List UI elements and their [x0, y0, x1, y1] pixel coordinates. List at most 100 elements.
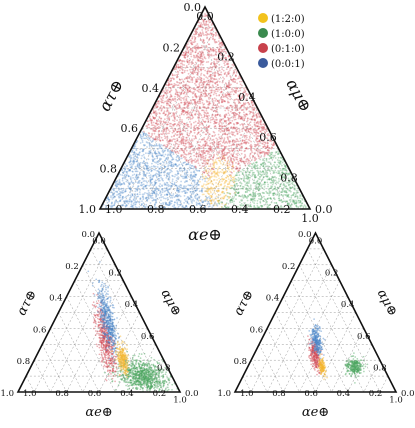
data-point: [167, 165, 170, 168]
data-point: [141, 141, 144, 144]
data-point: [138, 152, 141, 154]
data-point: [156, 106, 158, 109]
data-point: [195, 44, 198, 47]
data-point: [199, 87, 202, 89]
data-point: [205, 109, 208, 112]
data-point: [170, 78, 173, 80]
data-point: [129, 177, 132, 180]
data-point: [252, 154, 255, 157]
data-point: [229, 104, 232, 107]
data-point: [235, 71, 238, 74]
data-point: [139, 142, 142, 144]
data-point: [223, 182, 226, 185]
data-point: [203, 78, 205, 80]
data-point: [200, 158, 203, 161]
data-point: [256, 199, 259, 202]
data-point: [200, 74, 202, 76]
data-point: [208, 165, 210, 168]
data-point: [194, 93, 197, 96]
data-point: [198, 169, 201, 172]
data-point: [205, 85, 207, 88]
data-point: [209, 36, 212, 39]
data-point: [198, 196, 200, 199]
data-point: [234, 134, 236, 137]
data-point: [176, 84, 179, 87]
data-point: [169, 196, 172, 199]
data-point: [227, 160, 230, 162]
data-point: [167, 123, 169, 126]
points: [101, 8, 310, 210]
data-point: [212, 179, 215, 181]
data-point: [225, 113, 228, 116]
data-point: [155, 196, 157, 198]
data-point: [122, 204, 125, 207]
data-point: [234, 78, 237, 81]
data-point: [257, 142, 259, 145]
data-point: [134, 181, 137, 184]
data-point: [171, 196, 174, 199]
data-point: [225, 85, 228, 87]
data-point: [146, 125, 149, 127]
data-point: [216, 138, 219, 141]
data-point: [169, 164, 171, 167]
data-point: [117, 195, 120, 198]
data-point: [233, 111, 236, 114]
data-point: [176, 139, 179, 142]
data-point: [225, 176, 228, 179]
data-point: [222, 69, 225, 72]
data-point: [263, 173, 266, 175]
data-point: [270, 177, 273, 180]
data-point: [152, 137, 154, 139]
data-point: [268, 161, 271, 164]
data-point: [174, 140, 177, 143]
data-point: [138, 191, 141, 194]
data-point: [299, 205, 302, 208]
data-point: [179, 184, 182, 186]
data-point: [189, 198, 192, 201]
data-point: [180, 81, 183, 84]
data-point: [135, 175, 138, 178]
data-point: [159, 157, 161, 160]
data-point: [174, 145, 177, 147]
data-point: [182, 144, 185, 147]
data-point: [146, 161, 148, 164]
data-point: [123, 165, 126, 168]
data-point: [279, 160, 282, 163]
data-point: [257, 144, 260, 147]
data-point: [213, 60, 215, 63]
data-point: [240, 170, 242, 173]
data-point: [233, 99, 236, 101]
data-point: [226, 142, 229, 144]
data-point: [213, 97, 216, 100]
data-point: [201, 185, 203, 187]
data-point: [224, 109, 227, 112]
data-point: [193, 181, 196, 184]
data-point: [268, 158, 271, 160]
data-point: [162, 144, 165, 147]
data-point: [147, 132, 150, 134]
data-point: [159, 126, 161, 129]
data-point: [146, 181, 149, 184]
data-point: [158, 170, 160, 173]
data-point: [241, 93, 244, 96]
data-point: [204, 177, 207, 180]
data-point: [211, 67, 214, 69]
data-point: [250, 148, 253, 150]
data-point: [145, 165, 148, 167]
data-point: [237, 160, 240, 163]
data-point: [126, 204, 128, 207]
data-point: [194, 135, 197, 138]
data-point: [122, 187, 125, 190]
data-point: [129, 191, 132, 194]
data-point: [202, 51, 204, 54]
data-point: [206, 32, 209, 35]
data-point: [136, 156, 138, 159]
data-point: [252, 162, 255, 165]
data-point: [196, 194, 199, 196]
data-point: [145, 197, 148, 200]
data-point: [216, 114, 218, 116]
data-point: [216, 84, 219, 87]
data-point: [207, 55, 210, 57]
data-point: [145, 152, 147, 155]
data-point: [202, 74, 205, 76]
